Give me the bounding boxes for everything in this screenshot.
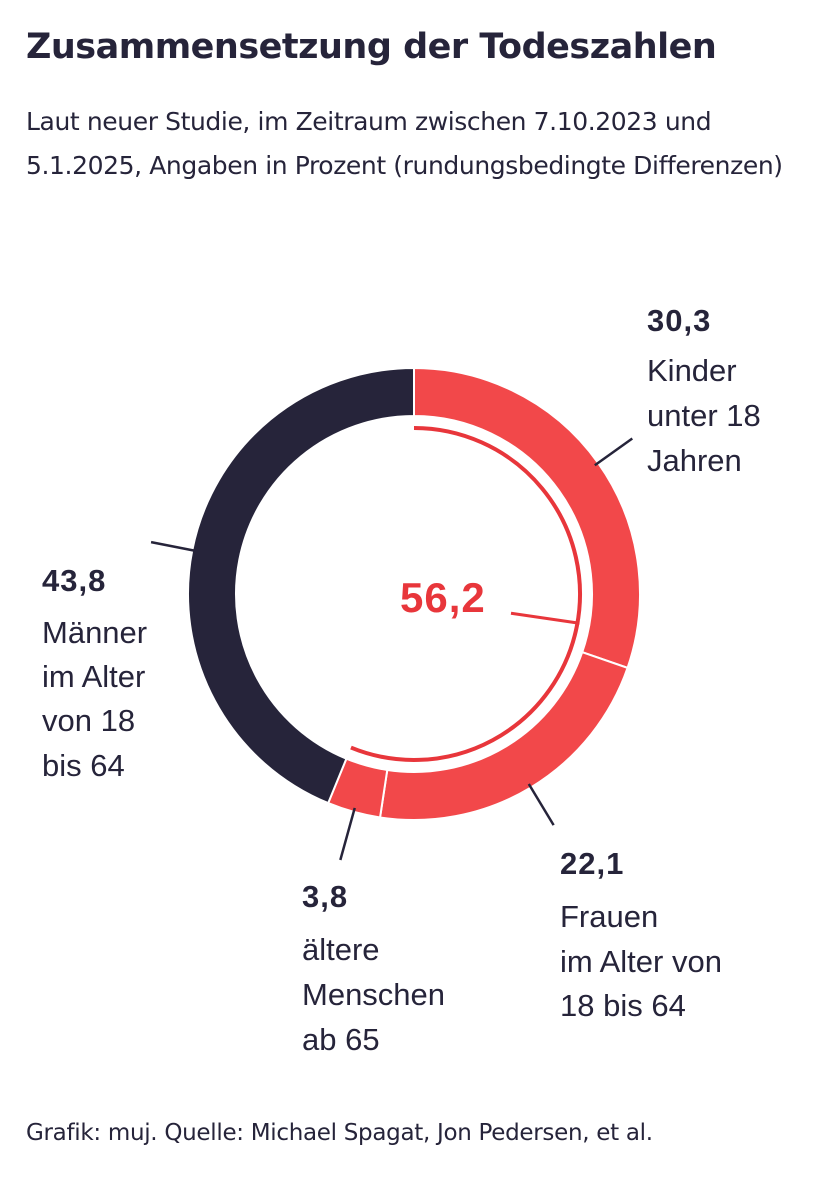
donut-segment-frauen (378, 650, 629, 821)
leader-lines (150, 437, 634, 861)
donut-segment-kinder (413, 366, 641, 670)
label-maenner-value: 43,8 (42, 563, 106, 598)
donut-segment-maenner (187, 366, 415, 805)
label-aeltere-line-2: Menschen (302, 977, 445, 1012)
chart-subtitle: Laut neuer Studie, im Zeitraum zwischen … (26, 107, 783, 180)
label-aeltere-value: 3,8 (302, 879, 348, 914)
label-kinder-value: 30,3 (647, 303, 711, 338)
label-kinder-line-2: unter 18 (647, 398, 761, 433)
label-maenner-line-3: von 18 (42, 703, 135, 738)
label-kinder-line-1: Kinder (647, 353, 737, 388)
label-aeltere-line-1: ältere (302, 932, 380, 967)
label-frauen-line-2: im Alter von (560, 944, 722, 979)
label-aeltere-line-3: ab 65 (302, 1022, 380, 1057)
label-maenner-line-2: im Alter (42, 659, 145, 694)
label-kinder-line-3: Jahren (647, 443, 742, 478)
highlight-value-label: 56,2 (400, 574, 486, 621)
source-footer: Grafik: muj. Quelle: Michael Spagat, Jon… (26, 1120, 653, 1146)
label-maenner-line-4: bis 64 (42, 748, 125, 783)
chart-title: Zusammensetzung der Todeszahlen (26, 27, 717, 67)
highlight-leader-line (510, 611, 580, 625)
donut-segments (187, 366, 641, 821)
label-frauen-line-3: 18 bis 64 (560, 988, 686, 1023)
leader-line-frauen (527, 783, 555, 826)
leader-line-kinder (594, 437, 634, 467)
label-maenner-line-1: Männer (42, 615, 147, 650)
label-frauen-line-1: Frauen (560, 899, 658, 934)
leader-line-maenner (150, 540, 197, 553)
leader-line-aeltere (339, 807, 356, 861)
label-frauen-value: 22,1 (560, 846, 624, 881)
highlight-arc (350, 426, 582, 762)
